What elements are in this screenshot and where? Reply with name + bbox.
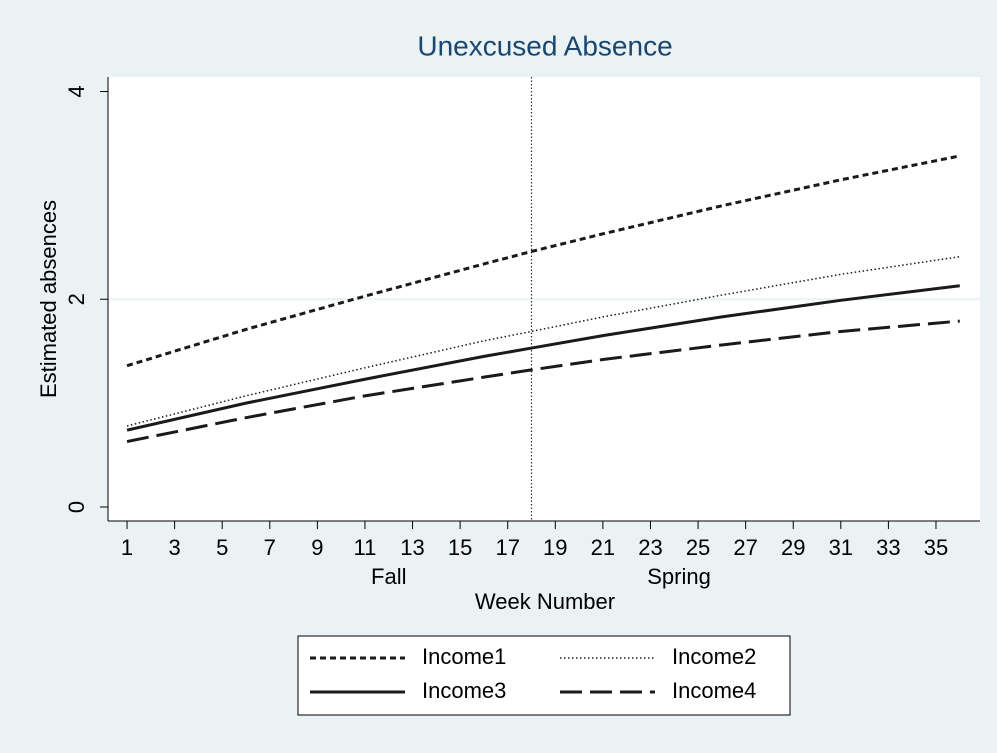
x-tick-label: 31 bbox=[829, 535, 853, 560]
x-tick-label: 27 bbox=[733, 535, 757, 560]
x-tick-label: 5 bbox=[216, 535, 228, 560]
y-axis-label: Estimated absences bbox=[36, 200, 61, 398]
y-tick-label: 0 bbox=[64, 501, 89, 513]
legend-label: Income2 bbox=[672, 644, 756, 669]
chart-title: Unexcused Absence bbox=[417, 30, 672, 61]
legend-box bbox=[297, 635, 791, 716]
x-tick-label: 17 bbox=[495, 535, 519, 560]
line-series bbox=[126, 319, 960, 444]
x-tick-label: 7 bbox=[264, 535, 276, 560]
legend-label: Income4 bbox=[672, 678, 756, 703]
x-tick-label: 23 bbox=[638, 535, 662, 560]
x-axis-label: Week Number bbox=[475, 589, 615, 614]
x-tick-label: 11 bbox=[354, 535, 377, 560]
x-tick-label: 9 bbox=[311, 535, 323, 560]
y-tick-label: 2 bbox=[64, 293, 89, 305]
legend-label: Income1 bbox=[422, 644, 506, 669]
period-label: Fall bbox=[371, 564, 406, 589]
line-series bbox=[126, 284, 960, 432]
line-series bbox=[126, 154, 961, 368]
x-tick-label: 29 bbox=[781, 535, 805, 560]
legend-label: Income3 bbox=[422, 678, 506, 703]
x-tick-label: 3 bbox=[168, 535, 180, 560]
x-tick-label: 33 bbox=[876, 535, 900, 560]
x-tick-label: 21 bbox=[591, 535, 615, 560]
x-tick-label: 13 bbox=[400, 535, 424, 560]
period-label: Spring bbox=[647, 564, 711, 589]
x-tick-label: 19 bbox=[543, 535, 567, 560]
x-tick-label: 1 bbox=[121, 535, 133, 560]
y-tick-label: 4 bbox=[64, 85, 89, 97]
x-tick-label: 25 bbox=[686, 535, 710, 560]
x-tick-label: 15 bbox=[448, 535, 472, 560]
x-tick-label: 35 bbox=[924, 535, 948, 560]
